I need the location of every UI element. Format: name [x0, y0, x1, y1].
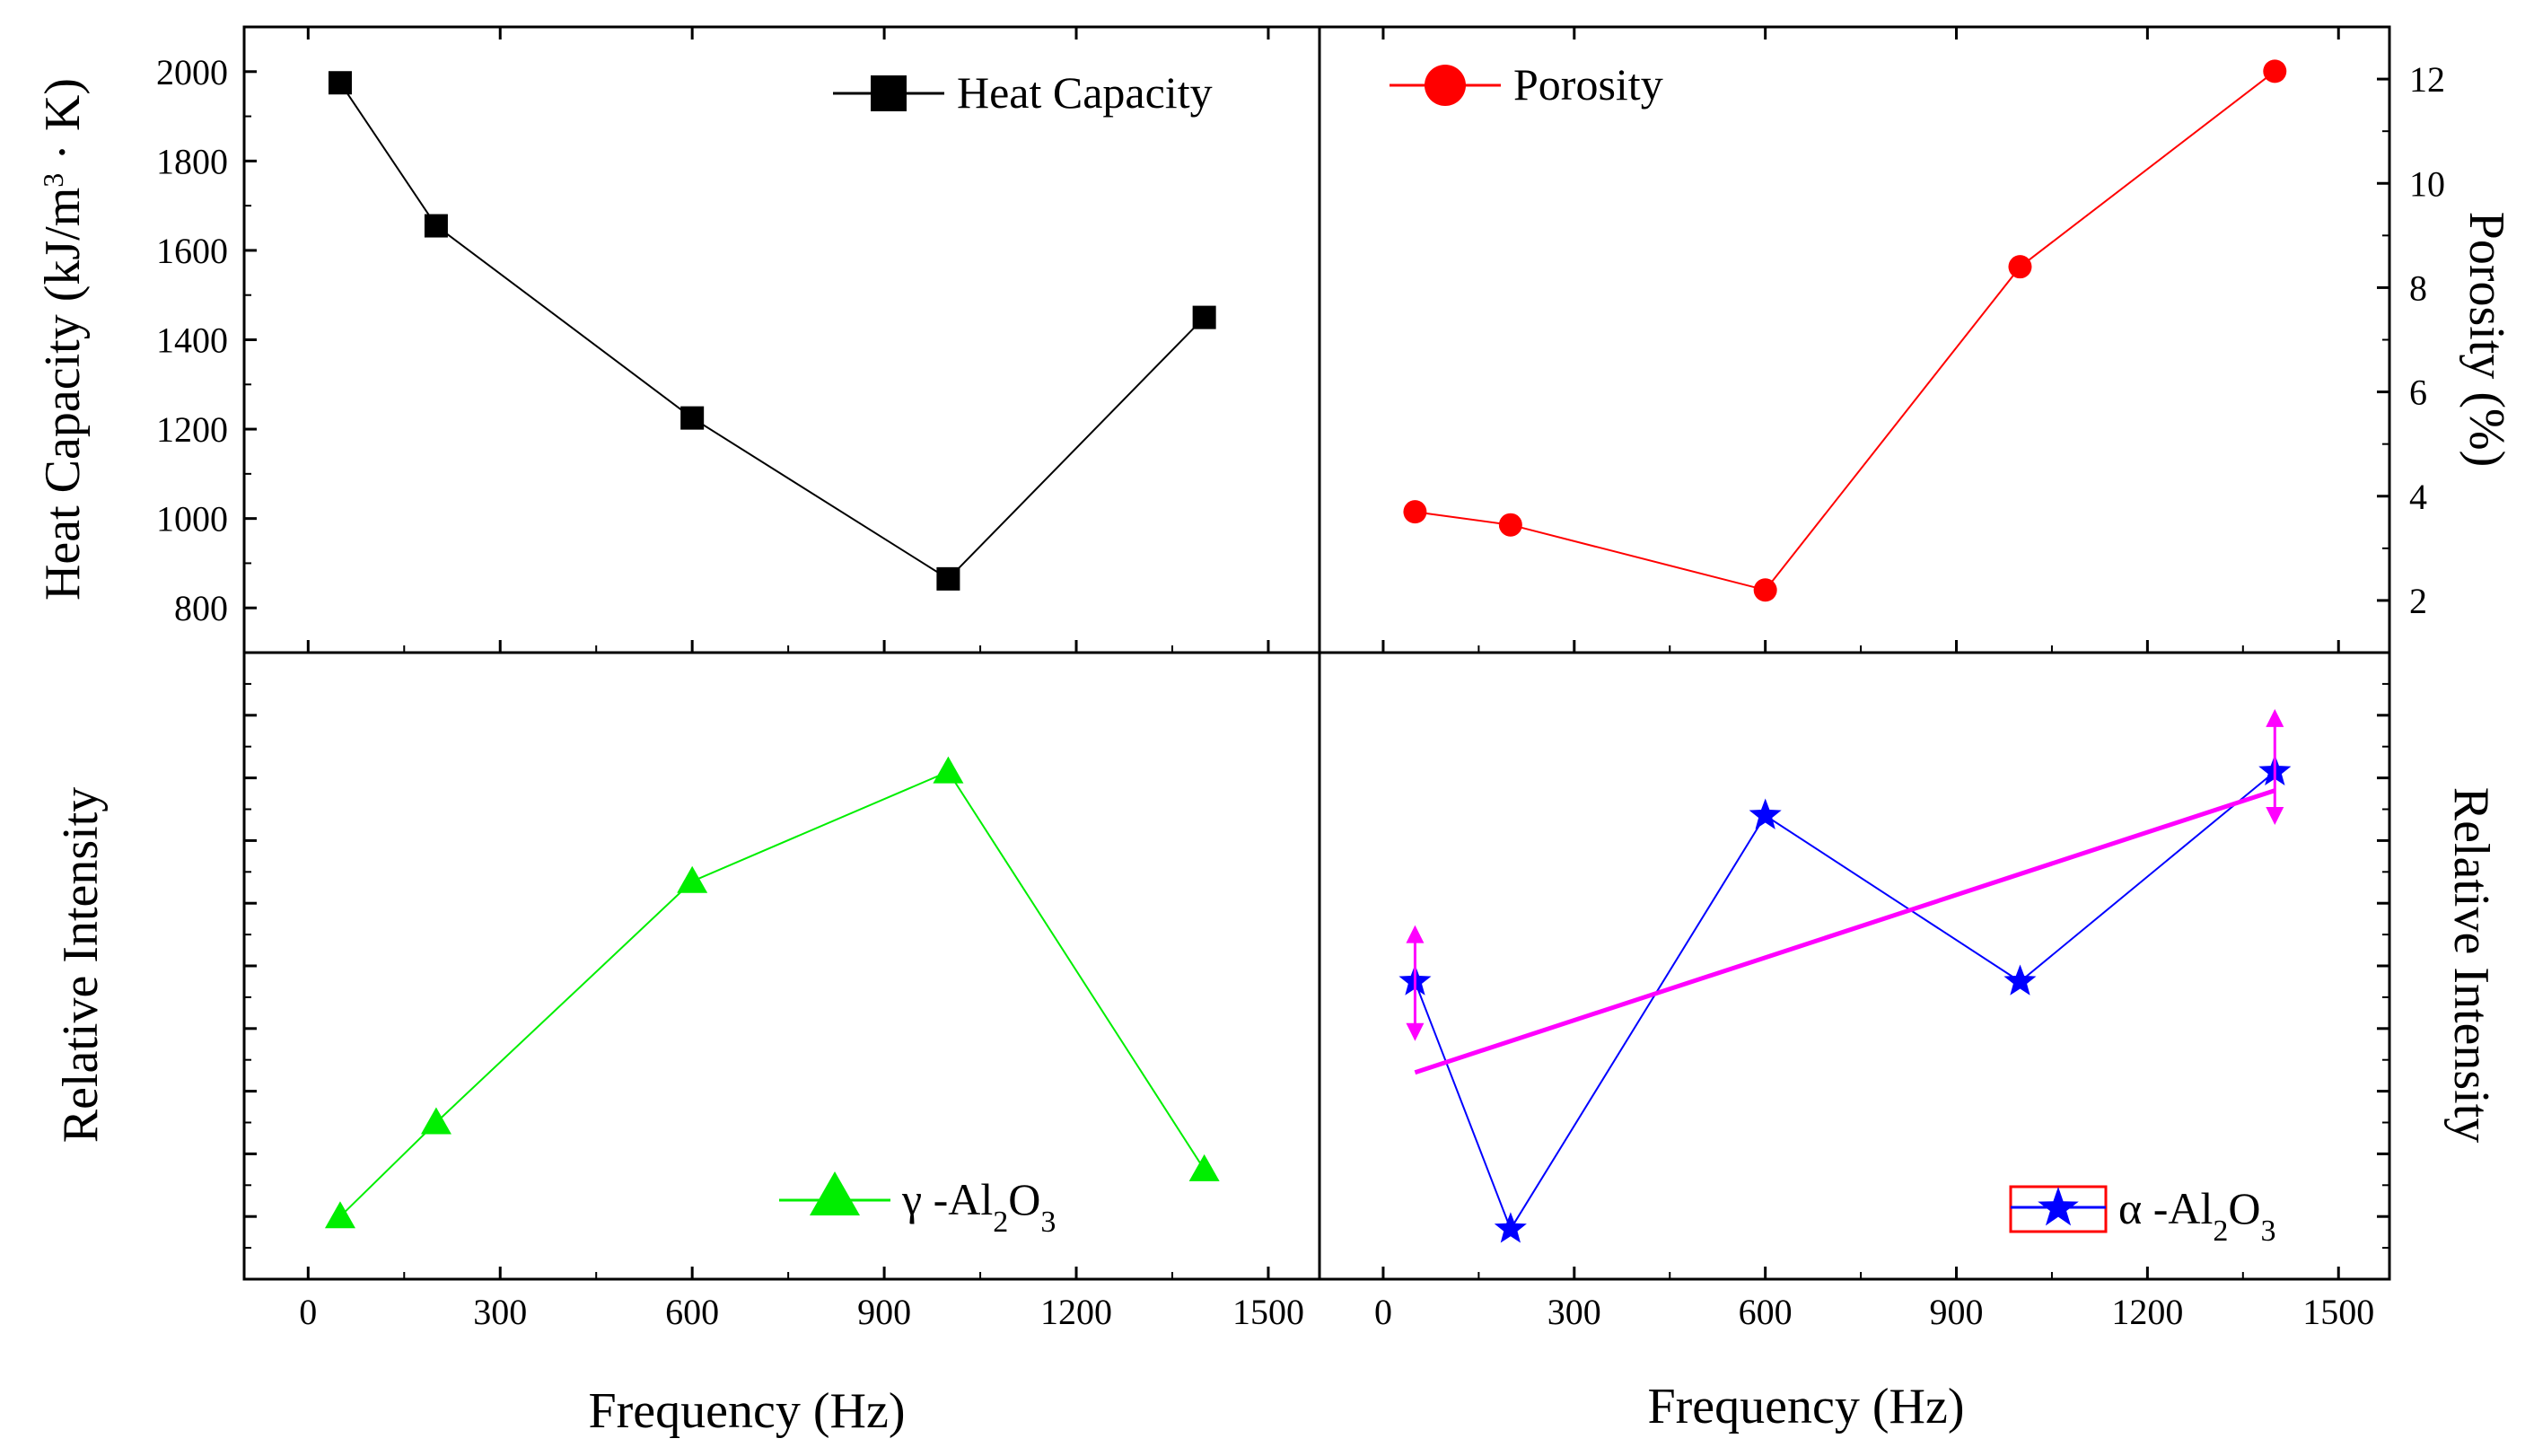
alpha-x-tick-label-600: 600 [1739, 1292, 1793, 1332]
alpha-series-1-line [1414, 788, 2276, 1075]
alpha-x-tick-label-300: 300 [1547, 1292, 1601, 1332]
gamma-x-tick-label-1500: 1500 [1232, 1292, 1304, 1332]
legend-porosity: Porosity [1390, 59, 1663, 110]
por-y-tick-label-8: 8 [2409, 268, 2427, 308]
por-y-tick-label-4: 4 [2409, 477, 2427, 517]
alpha-series-0-line [1414, 770, 2275, 1232]
gamma-point-0 [324, 1201, 355, 1229]
legend-gamma: γ -Al2O3 [779, 1171, 1056, 1239]
legend-gamma-sub2: 3 [1040, 1206, 1056, 1239]
legend-heat-capacity-label: Heat Capacity [957, 67, 1213, 118]
gamma-x-tick-label-300: 300 [473, 1292, 527, 1332]
xlabel-frequency-right: Frequency (Hz) [1648, 1379, 1965, 1434]
ylabel-heat-capacity: Heat Capacity (kJ/m3 · K) [35, 78, 91, 601]
gamma-point-2 [677, 865, 708, 893]
ylabel-relative-intensity-left: Relative Intensity [53, 787, 109, 1144]
hc-y-tick-label-1200: 1200 [156, 409, 228, 450]
hc-point-4 [1192, 305, 1216, 329]
hc-y-tick-label-1800: 1800 [156, 141, 228, 181]
hc-y-tick-label-2000: 2000 [156, 52, 228, 92]
hc-point-3 [936, 566, 960, 591]
alpha-point-2 [1749, 798, 1782, 829]
por-point-1 [1498, 513, 1522, 537]
por-y-tick-label-6: 6 [2409, 373, 2427, 413]
hc-series-0-line [339, 82, 1206, 581]
gamma-x-tick-label-1200: 1200 [1040, 1292, 1112, 1332]
hc-point-2 [680, 406, 705, 430]
alpha-x-tick-label-1200: 1200 [2111, 1292, 2183, 1332]
por-point-3 [2008, 255, 2032, 279]
legend-alpha-marker [2038, 1187, 2079, 1226]
gamma-point-4 [1188, 1153, 1220, 1181]
alpha-x-tick-label-900: 900 [1930, 1292, 1984, 1332]
gamma-series-0-line [339, 770, 1206, 1217]
alpha-error-arrow-0-up [1406, 925, 1425, 943]
legend-gamma-label: γ -Al2O3 [901, 1174, 1056, 1239]
legend-porosity-marker [1425, 65, 1466, 106]
por-point-0 [1403, 500, 1427, 524]
por-y-tick-label-2: 2 [2409, 581, 2427, 621]
panel-gamma-frame [242, 651, 1321, 1281]
gamma-point-1 [420, 1107, 452, 1135]
ylabel-heat-capacity-tail: · K) [35, 78, 91, 173]
legend-gamma-mid: O [1008, 1174, 1040, 1224]
legend-alpha-sub1: 2 [2213, 1215, 2228, 1248]
legend-alpha-sub2: 3 [2260, 1215, 2275, 1248]
hc-y-tick-label-1000: 1000 [156, 499, 228, 539]
hc-point-1 [424, 214, 448, 238]
legend-alpha: α -Al2O3 [2009, 1183, 2275, 1248]
gamma-x-tick-label-0: 0 [299, 1292, 317, 1332]
legend-gamma-marker [810, 1171, 860, 1215]
panel-porosity-frame [1318, 25, 2391, 654]
alpha-point-3 [2003, 964, 2037, 996]
legend-heat-capacity-marker [871, 75, 907, 111]
hc-y-tick-label-1400: 1400 [156, 320, 228, 361]
por-y-tick-label-12: 12 [2409, 59, 2445, 100]
legend-heat-capacity: Heat Capacity [833, 67, 1213, 118]
hc-y-tick-label-800: 800 [174, 588, 228, 628]
ylabel-heat-capacity-main: Heat Capacity (kJ/m [35, 188, 91, 601]
ylabel-heat-capacity-sup: 3 [37, 173, 69, 188]
alpha-x-tick-label-1500: 1500 [2302, 1292, 2374, 1332]
alpha-point-1 [1494, 1212, 1527, 1243]
por-y-tick-label-10: 10 [2409, 163, 2445, 204]
legend-porosity-label: Porosity [1513, 59, 1663, 110]
ylabel-relative-intensity-right: Relative Intensity [2443, 787, 2499, 1144]
alpha-error-arrow-1-up [2266, 708, 2284, 727]
hc-y-tick-label-1600: 1600 [156, 231, 228, 271]
gamma-x-tick-label-900: 900 [857, 1292, 911, 1332]
xlabel-frequency-left: Frequency (Hz) [589, 1383, 906, 1439]
por-series-0-line [1415, 70, 2275, 592]
gamma-point-3 [933, 756, 964, 784]
legend-gamma-prefix: γ -Al [901, 1174, 993, 1224]
legend-alpha-mid: O [2228, 1183, 2260, 1233]
por-point-2 [1753, 578, 1777, 602]
panel-heat-capacity-frame [242, 25, 1321, 654]
alpha-error-arrow-1-down [2266, 806, 2284, 825]
legend-alpha-label: α -Al2O3 [2118, 1183, 2275, 1248]
legend-gamma-sub1: 2 [993, 1206, 1008, 1239]
alpha-x-tick-label-0: 0 [1374, 1292, 1392, 1332]
alpha-error-arrow-0-down [1406, 1022, 1425, 1041]
por-point-4 [2263, 59, 2287, 83]
hc-point-0 [328, 71, 352, 95]
legend-alpha-prefix: α -Al [2118, 1183, 2213, 1233]
ylabel-porosity: Porosity (%) [2459, 212, 2514, 468]
gamma-x-tick-label-600: 600 [665, 1292, 719, 1332]
